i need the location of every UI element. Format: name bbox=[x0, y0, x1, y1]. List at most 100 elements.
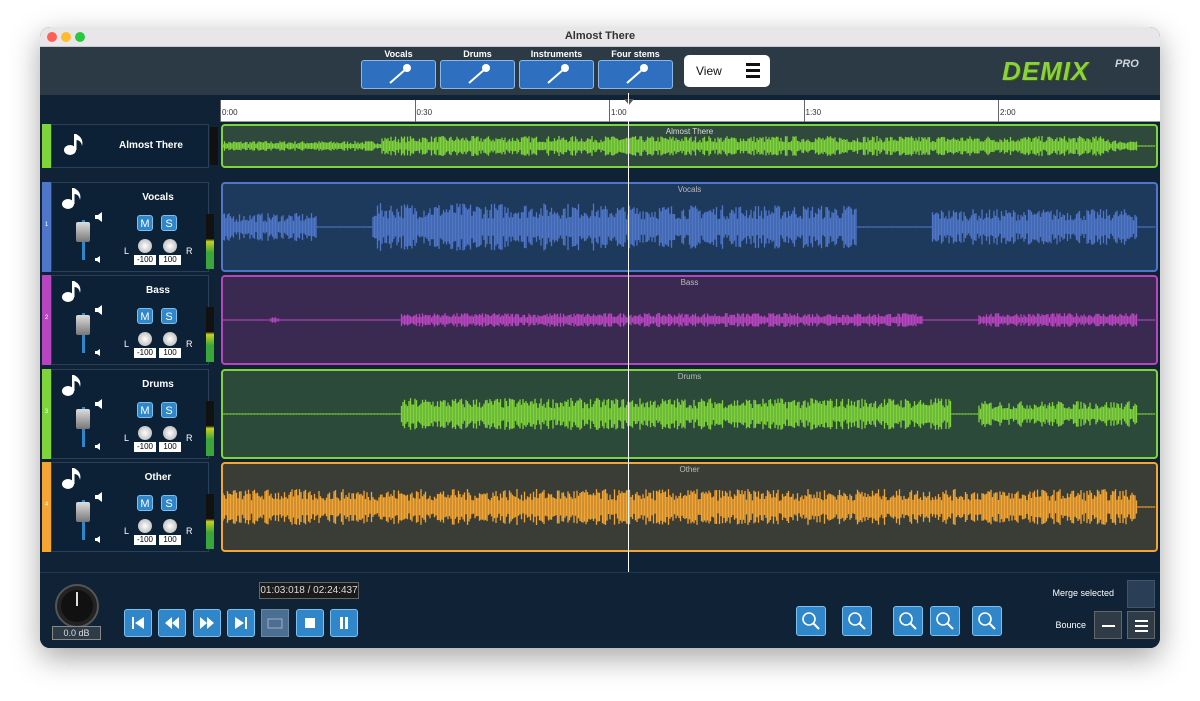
loop-button[interactable] bbox=[261, 609, 290, 637]
mute-button[interactable]: M bbox=[137, 494, 153, 511]
stem-clip[interactable]: Other bbox=[221, 461, 1158, 552]
stem-button[interactable] bbox=[598, 60, 673, 89]
master-clip[interactable]: Almost There bbox=[221, 124, 1158, 168]
mute-button[interactable]: M bbox=[137, 215, 153, 231]
zoom-button[interactable] bbox=[75, 32, 85, 42]
pause-button[interactable] bbox=[329, 609, 358, 637]
master-header bbox=[51, 124, 209, 168]
track: 2 Bass M S L R -100 100 Bass bbox=[40, 275, 1160, 366]
master-color-strip bbox=[42, 124, 51, 168]
window-title: Almost There bbox=[564, 30, 636, 42]
button-icon bbox=[267, 618, 283, 629]
volume-knob[interactable] bbox=[54, 583, 100, 629]
merge-button[interactable] bbox=[1127, 580, 1155, 608]
stem-clip[interactable]: Vocals bbox=[221, 182, 1158, 272]
speaker-icon bbox=[95, 212, 102, 263]
solo-button[interactable]: S bbox=[161, 401, 177, 418]
button-icon bbox=[978, 612, 996, 630]
bounce-single-button[interactable] bbox=[1094, 611, 1122, 639]
stem-clip[interactable]: Drums bbox=[221, 368, 1158, 459]
time-display: 01:03:018 / 02:24:437 bbox=[259, 582, 359, 599]
stem-clip[interactable]: Bass bbox=[221, 275, 1158, 366]
pan-knob[interactable] bbox=[163, 332, 177, 347]
pan-right-label: R bbox=[186, 339, 193, 350]
zoom-out-horizontal-button[interactable] bbox=[930, 606, 960, 636]
clip-label: Drums bbox=[677, 371, 702, 381]
rewind-button[interactable] bbox=[158, 609, 187, 637]
stem-button-label: Vocals bbox=[384, 49, 413, 59]
waveform bbox=[223, 136, 1156, 156]
track-color-strip bbox=[42, 368, 51, 459]
master-icon bbox=[64, 134, 83, 155]
fader-handle[interactable] bbox=[76, 501, 90, 522]
pan-knob[interactable] bbox=[163, 239, 177, 253]
clip-label: Bass bbox=[680, 278, 699, 288]
stop-button[interactable] bbox=[295, 609, 324, 637]
level-meter bbox=[206, 493, 214, 549]
track-area: Almost There Almost There 1 Vocals M S L R -100 1… bbox=[40, 123, 1160, 583]
menu-icon bbox=[746, 63, 760, 78]
close-button[interactable] bbox=[47, 32, 57, 42]
stem-button[interactable] bbox=[519, 60, 594, 89]
track: 4 Other M S L R -100 100 Other bbox=[40, 461, 1160, 552]
timeline-ruler: 0:00 0:30 1:00 1:30 2:00 bbox=[220, 99, 1160, 122]
minimize-button[interactable] bbox=[61, 32, 71, 42]
mute-button[interactable]: M bbox=[137, 308, 153, 325]
mute-button[interactable]: M bbox=[137, 401, 153, 418]
stem-button-label: Drums bbox=[463, 49, 492, 59]
track-name: Drums bbox=[142, 378, 174, 390]
speaker-icon bbox=[95, 491, 102, 543]
fader-handle[interactable] bbox=[76, 315, 90, 336]
logo: DEMIX bbox=[1002, 56, 1090, 86]
view-button[interactable]: View bbox=[684, 55, 770, 87]
playhead-marker[interactable] bbox=[624, 99, 634, 105]
pan-left-label: L bbox=[124, 525, 130, 536]
solo-button[interactable]: S bbox=[161, 494, 177, 511]
stem-button[interactable] bbox=[440, 60, 515, 89]
go-end-button[interactable] bbox=[226, 609, 255, 637]
track-color-strip bbox=[42, 275, 51, 366]
waveform bbox=[223, 313, 1156, 328]
pan-left-label: L bbox=[124, 432, 130, 443]
playhead[interactable] bbox=[628, 93, 629, 573]
solo-button[interactable]: S bbox=[161, 215, 177, 231]
solo-button[interactable]: S bbox=[161, 308, 177, 325]
zoom-in-horizontal-button[interactable] bbox=[893, 606, 923, 636]
clip-label: Almost There bbox=[665, 127, 714, 136]
fader-handle[interactable] bbox=[76, 408, 90, 429]
pan-knob[interactable] bbox=[138, 332, 152, 347]
clip-label: Vocals bbox=[677, 185, 702, 194]
pan-value: -100 bbox=[134, 534, 156, 545]
button-icon bbox=[234, 617, 247, 629]
track-number: 3 bbox=[44, 408, 49, 415]
go-start-button[interactable] bbox=[124, 609, 152, 637]
fast-forward-button[interactable] bbox=[192, 609, 221, 637]
view-label: View bbox=[696, 64, 722, 78]
track-number: 4 bbox=[44, 501, 49, 508]
pan-knob[interactable] bbox=[138, 425, 152, 440]
clip-label: Other bbox=[679, 464, 700, 474]
pan-knob[interactable] bbox=[163, 425, 177, 440]
merge-label: Merge selected bbox=[1052, 588, 1114, 598]
ruler-tick bbox=[220, 100, 221, 122]
pan-knob[interactable] bbox=[163, 518, 177, 533]
ruler-label: 0:00 bbox=[222, 108, 238, 117]
track-icon bbox=[62, 281, 81, 303]
pan-knob[interactable] bbox=[138, 239, 152, 253]
waveform bbox=[223, 488, 1156, 525]
pan-knob[interactable] bbox=[138, 518, 152, 533]
pan-value: 100 bbox=[159, 348, 181, 359]
stem-button-label: Instruments bbox=[530, 49, 583, 59]
track-number: 1 bbox=[44, 222, 49, 228]
stem-button[interactable] bbox=[361, 60, 436, 89]
zoom-in-vertical-button[interactable] bbox=[796, 606, 826, 636]
master-meter bbox=[210, 127, 218, 165]
bounce-stems-button[interactable] bbox=[1127, 611, 1155, 639]
zoom-out-vertical-button[interactable] bbox=[842, 606, 872, 636]
center-view-button[interactable] bbox=[972, 606, 1002, 636]
waveform bbox=[223, 203, 1156, 251]
ruler-tick bbox=[414, 100, 416, 122]
speaker-icon bbox=[95, 398, 102, 450]
fader-handle[interactable] bbox=[76, 222, 90, 242]
